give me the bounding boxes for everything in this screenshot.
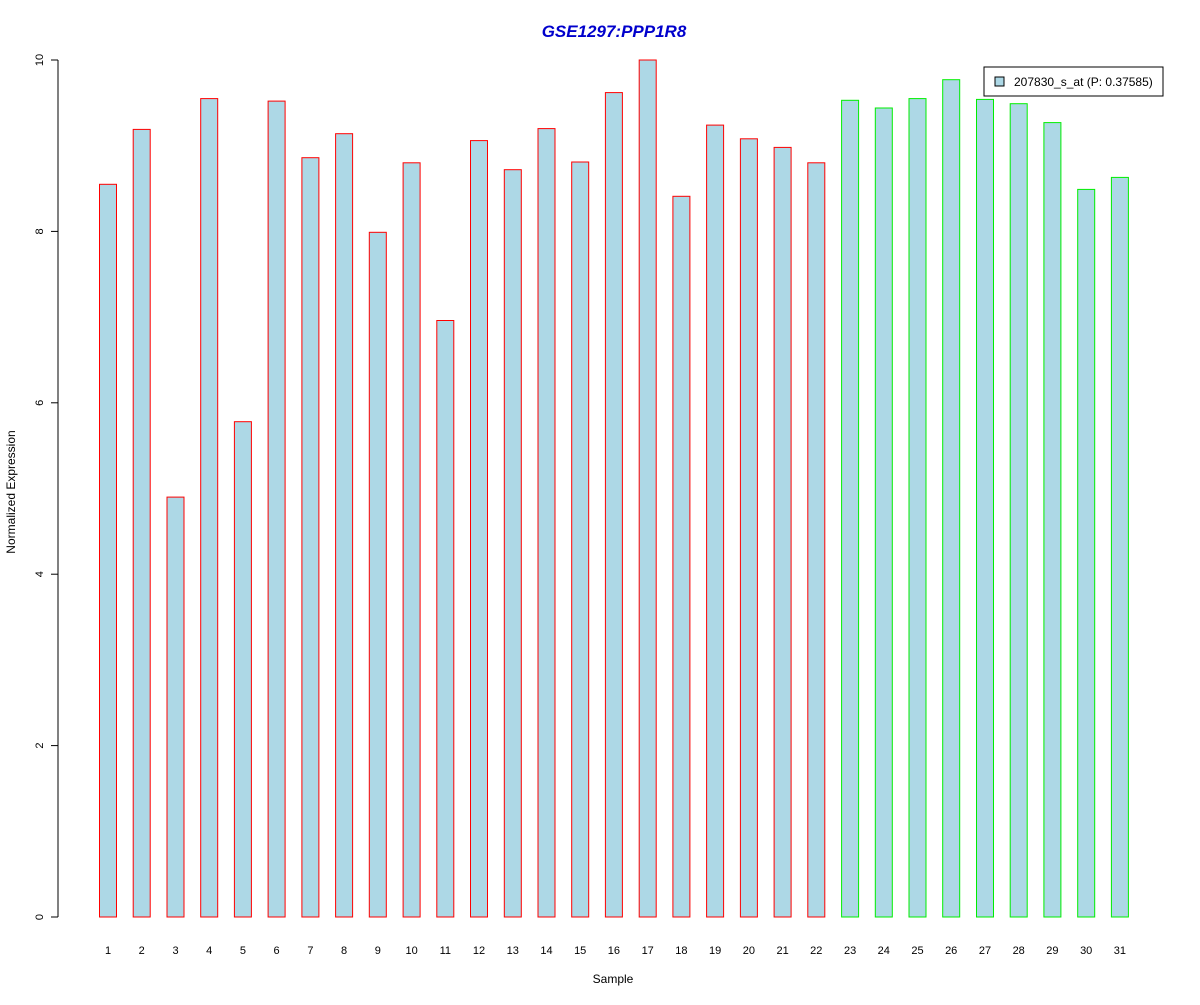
chart-title: GSE1297:PPP1R8	[542, 22, 687, 41]
x-tick-label: 4	[206, 945, 212, 957]
x-tick-label: 31	[1114, 945, 1126, 957]
x-tick-label: 22	[810, 945, 822, 957]
x-tick-label: 29	[1046, 945, 1058, 957]
x-tick-label: 13	[507, 945, 519, 957]
x-tick-label: 10	[405, 945, 417, 957]
bar-sample-5	[233, 421, 252, 918]
bar-sample-12	[470, 140, 488, 918]
x-tick-label: 21	[776, 945, 788, 957]
x-tick-label: 19	[709, 945, 721, 957]
bar-sample-26	[942, 79, 961, 918]
x-tick-label: 2	[139, 945, 145, 957]
x-tick-label: 11	[440, 945, 451, 957]
x-tick-label: 3	[172, 945, 178, 957]
y-axis-label: Normalized Expression	[4, 430, 18, 553]
x-tick-labels: 1 2 3 4 5 6 7 8 9 10 11 12 13 14 15 16 17 18 19 20 21 22 23 24 2…	[105, 945, 1126, 957]
bar-sample-24	[874, 107, 893, 918]
x-tick-label: 1	[105, 945, 111, 957]
bar-sample-6	[267, 100, 286, 918]
x-tick-label: 12	[473, 945, 485, 957]
bar-sample-15	[571, 161, 590, 918]
bar-sample-14	[537, 128, 556, 918]
y-tick-label: 6	[34, 400, 46, 406]
x-tick-label: 20	[743, 945, 755, 957]
bar-sample-7	[301, 157, 320, 918]
x-tick-label: 17	[642, 945, 654, 957]
bar-sample-8	[335, 133, 354, 918]
x-tick-label: 15	[574, 945, 586, 957]
bar-sample-3	[166, 496, 185, 918]
y-tick-label: 0	[34, 914, 46, 920]
bar-sample-31	[1110, 176, 1129, 918]
bar-sample-22	[807, 162, 826, 918]
bar-sample-30	[1077, 188, 1096, 918]
x-tick-label: 30	[1080, 945, 1092, 957]
bar-sample-2	[132, 128, 151, 918]
bars	[99, 59, 1129, 918]
legend-box	[983, 66, 1164, 97]
legend: 207830_s_at (P: 0.37585)	[983, 66, 1164, 97]
x-tick-label: 7	[307, 945, 313, 957]
bar-sample-21	[773, 146, 792, 918]
bar-sample-17	[638, 59, 657, 918]
x-tick-label: 27	[979, 945, 991, 957]
x-tick-label: 25	[911, 945, 923, 957]
bar-sample-1	[99, 183, 117, 918]
x-tick-label: 24	[878, 945, 890, 957]
bar-sample-13	[503, 169, 522, 918]
bar-sample-27	[976, 98, 994, 918]
bar-sample-16	[604, 92, 623, 918]
bar-sample-9	[368, 231, 387, 918]
bar-sample-18	[672, 195, 691, 918]
bar-sample-29	[1043, 122, 1062, 918]
bar-sample-11	[436, 320, 455, 918]
bar-sample-23	[841, 99, 860, 918]
x-tick-label: 16	[608, 945, 620, 957]
x-tick-label: 5	[240, 945, 246, 957]
x-tick-label: 6	[274, 945, 280, 957]
bar-sample-4	[200, 98, 219, 918]
x-tick-label: 14	[540, 945, 552, 957]
legend-entry: 207830_s_at (P: 0.37585)	[1014, 75, 1153, 89]
x-tick-label: 9	[375, 945, 381, 957]
x-tick-label: 8	[341, 945, 347, 957]
y-tick-label: 10	[34, 54, 46, 66]
x-tick-label: 28	[1013, 945, 1025, 957]
x-tick-label: 26	[945, 945, 957, 957]
y-tick-label: 8	[34, 228, 46, 234]
legend-swatch	[994, 76, 1005, 87]
y-axis: 0 2 4 6 8 10	[34, 54, 59, 920]
x-tick-label: 23	[844, 945, 856, 957]
bar-sample-28	[1009, 103, 1028, 918]
y-tick-label: 4	[34, 571, 46, 577]
bar-sample-10	[402, 162, 421, 918]
y-tick-label: 2	[34, 743, 46, 749]
x-tick-label: 18	[675, 945, 687, 957]
x-axis-label: Sample	[593, 972, 634, 986]
bar-sample-19	[706, 124, 725, 918]
bar-sample-25	[908, 98, 927, 918]
bar-sample-20	[739, 138, 758, 918]
